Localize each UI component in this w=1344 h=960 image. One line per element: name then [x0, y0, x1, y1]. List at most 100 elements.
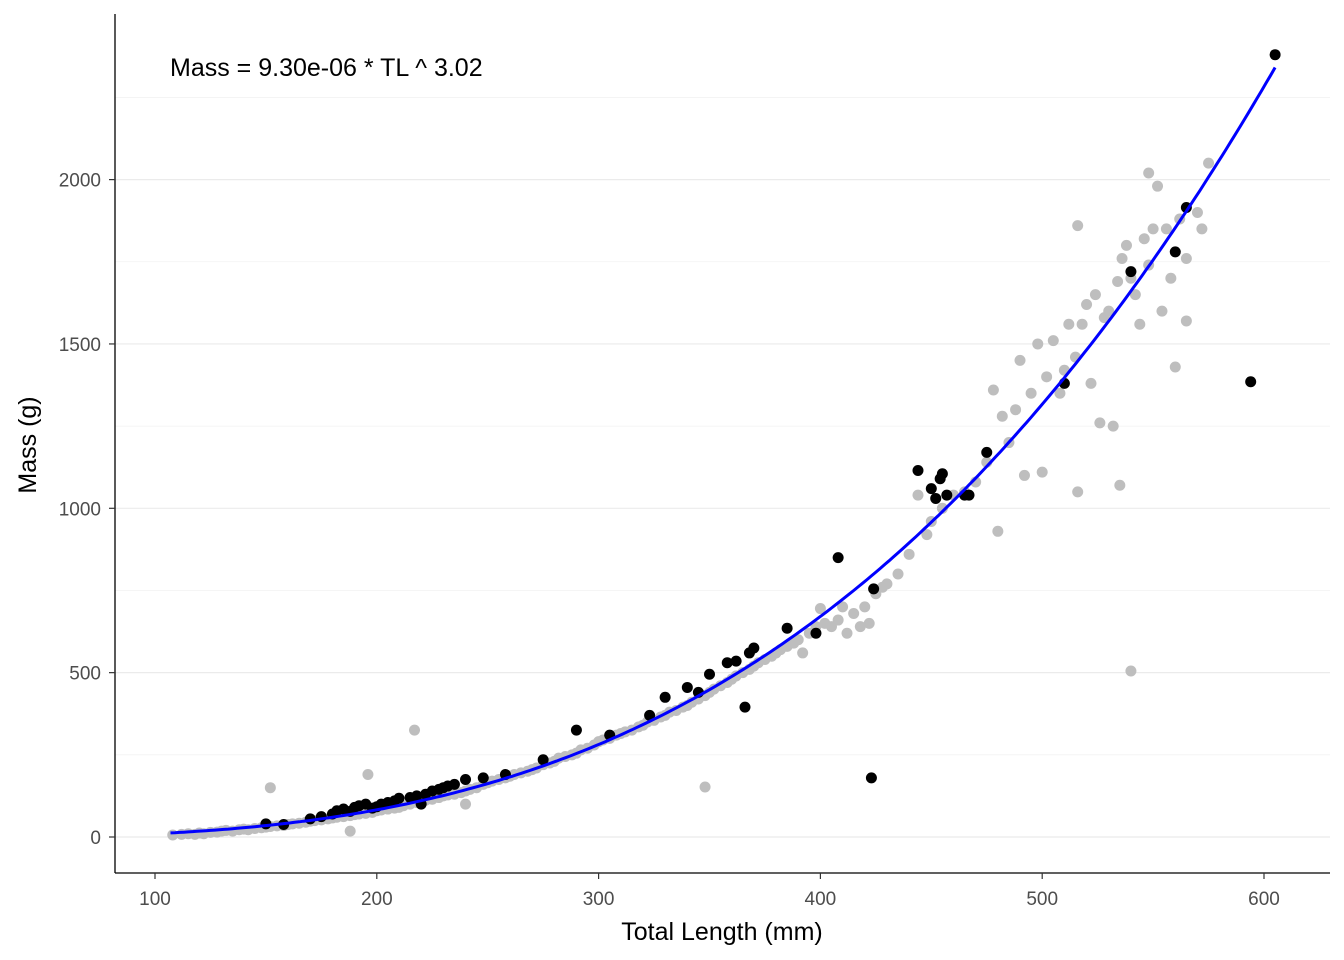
data-point-grey	[996, 410, 1008, 422]
data-point-black	[1125, 266, 1137, 278]
x-tick-label: 300	[583, 889, 615, 910]
data-point-grey	[1125, 665, 1137, 677]
data-point-grey	[1114, 479, 1126, 491]
data-point-grey	[987, 384, 999, 396]
data-point-grey	[903, 548, 915, 560]
data-point-grey	[1081, 299, 1093, 311]
data-point-grey	[848, 607, 860, 619]
data-point-grey	[460, 798, 472, 810]
data-point-grey	[1138, 233, 1150, 245]
data-point-grey	[1112, 275, 1124, 287]
data-point-grey	[992, 525, 1004, 537]
x-tick-label: 200	[361, 889, 393, 910]
data-point-grey	[892, 568, 904, 580]
data-point-grey	[1036, 466, 1048, 478]
data-point-black	[781, 622, 793, 634]
equation-annotation: Mass = 9.30e-06 * TL ^ 3.02	[170, 54, 483, 82]
data-point-grey	[264, 782, 276, 794]
data-point-grey	[1152, 180, 1164, 192]
data-point-grey	[1134, 318, 1146, 330]
data-point-grey	[1156, 305, 1168, 317]
data-point-grey	[1143, 167, 1155, 179]
data-point-grey	[1072, 486, 1084, 498]
data-point-black	[865, 772, 877, 784]
data-point-black	[1169, 246, 1181, 258]
y-tick-label: 1000	[59, 499, 101, 520]
data-point-black	[912, 464, 924, 476]
data-point-black	[644, 709, 656, 721]
data-point-grey	[863, 617, 875, 629]
data-point-grey	[1147, 223, 1159, 235]
y-tick-label: 2000	[59, 171, 101, 192]
data-point-black	[832, 552, 844, 564]
data-point-black	[941, 489, 953, 501]
data-point-grey	[1076, 318, 1088, 330]
data-point-grey	[1120, 239, 1132, 251]
data-point-grey	[344, 825, 356, 837]
data-point-grey	[881, 578, 893, 590]
x-axis-title: Total Length (mm)	[621, 918, 822, 946]
data-point-grey	[1165, 272, 1177, 284]
y-axis-title: Mass (g)	[14, 396, 42, 493]
data-point-black	[393, 792, 405, 804]
black-point-series	[260, 49, 1281, 831]
x-tick-label: 100	[139, 889, 171, 910]
data-point-grey	[1103, 305, 1115, 317]
data-point-black	[925, 483, 937, 495]
data-point-grey	[1129, 289, 1141, 301]
y-axis-ticks: 0 500 1000 1500 2000	[59, 171, 115, 849]
data-point-black	[537, 754, 549, 766]
data-point-grey	[1054, 387, 1066, 399]
data-point-grey	[1025, 387, 1037, 399]
y-tick-label: 0	[90, 828, 101, 849]
data-point-grey	[797, 647, 809, 659]
data-point-black	[739, 701, 751, 713]
data-point-grey	[1160, 223, 1172, 235]
fit-curve	[170, 66, 1277, 835]
data-point-grey	[921, 529, 933, 541]
data-point-grey	[841, 627, 853, 639]
x-tick-label: 400	[805, 889, 837, 910]
data-point-black	[681, 681, 693, 693]
data-point-grey	[1116, 252, 1128, 264]
data-point-grey	[1089, 289, 1101, 301]
data-point-grey	[1203, 157, 1215, 169]
data-point-grey	[1072, 220, 1084, 232]
gridlines	[115, 97, 1330, 838]
data-point-black	[448, 778, 460, 790]
data-point-grey	[837, 601, 849, 613]
data-point-black	[730, 655, 742, 667]
data-point-grey	[1014, 354, 1026, 366]
data-point-grey	[854, 621, 866, 633]
data-point-black	[721, 657, 733, 669]
data-point-grey	[1047, 335, 1059, 347]
data-point-grey	[1018, 469, 1030, 481]
data-point-black	[1245, 376, 1257, 388]
data-point-black	[1269, 49, 1281, 61]
x-tick-label: 600	[1248, 889, 1280, 910]
data-point-grey	[1063, 318, 1075, 330]
data-point-grey	[936, 502, 948, 514]
data-point-black	[460, 773, 472, 785]
data-point-black	[868, 583, 880, 595]
y-tick-label: 1500	[59, 335, 101, 356]
data-point-grey	[1191, 206, 1203, 218]
data-point-grey	[912, 489, 924, 501]
data-point-grey	[832, 614, 844, 626]
x-tick-label: 500	[1026, 889, 1058, 910]
x-axis-ticks: 100 200 300 400 500 600	[139, 873, 1280, 910]
data-point-grey	[859, 601, 871, 613]
data-point-grey	[792, 634, 804, 646]
data-point-grey	[1180, 315, 1192, 327]
data-point-black	[411, 790, 423, 802]
data-point-grey	[1010, 404, 1022, 416]
data-point-black	[659, 691, 671, 703]
data-point-black	[936, 468, 948, 480]
data-point-grey	[1094, 417, 1106, 429]
data-point-black	[810, 627, 822, 639]
data-point-black	[704, 668, 715, 680]
data-point-grey	[1107, 420, 1119, 432]
data-point-black	[963, 489, 975, 501]
y-tick-label: 500	[69, 664, 101, 685]
data-point-black	[981, 446, 993, 458]
